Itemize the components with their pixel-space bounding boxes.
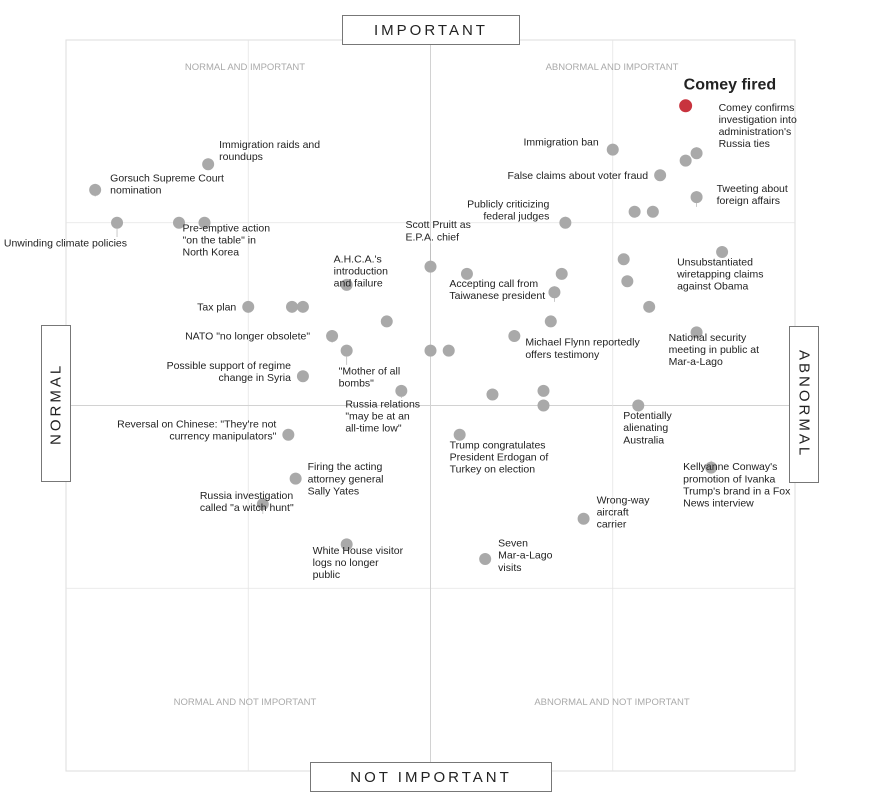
data-point	[442, 344, 455, 357]
data-point	[690, 191, 703, 204]
data-point	[621, 275, 634, 288]
point-label: Firing the acting attorney general Sally Y…	[308, 461, 384, 497]
data-point	[632, 399, 645, 412]
point-label: Wrong-way aircraft carrier	[597, 494, 651, 530]
point-label: White House visitor logs no longer public	[313, 545, 404, 581]
point-label: Reversal on Chinese: "They're not currenc…	[117, 418, 276, 442]
data-point	[508, 330, 521, 343]
point-label: Kellyanne Conway's promotion of Ivanka Tru…	[683, 461, 791, 509]
quadrant-label-bottom-left: NORMAL AND NOT IMPORTANT	[174, 697, 317, 708]
point-label: Potentially alienating Australia	[623, 410, 672, 446]
data-point	[326, 330, 339, 343]
point-label: Gorsuch Supreme Court nomination	[110, 172, 224, 196]
data-point	[716, 245, 729, 258]
point-label: Immigration ban	[523, 136, 598, 148]
data-point	[296, 300, 309, 313]
data-point	[544, 315, 557, 328]
point-label: Unwinding climate policies	[4, 237, 127, 249]
point-label: Tweeting about foreign affairs	[717, 183, 788, 207]
point-label: "Mother of all bombs"	[339, 365, 401, 389]
point-label: A.H.C.A.'s introduction and failure	[334, 253, 388, 289]
data-point	[202, 158, 215, 171]
data-point	[690, 147, 703, 160]
data-point	[424, 344, 437, 357]
point-label: Tax plan	[197, 301, 236, 313]
point-label: Seven Mar-a-Lago visits	[498, 538, 552, 574]
data-point	[256, 498, 269, 511]
data-point	[111, 216, 124, 229]
data-point	[340, 344, 353, 357]
data-point	[289, 472, 302, 485]
point-label: Trump congratulates President Erdogan of T…	[450, 439, 549, 475]
grid	[66, 40, 795, 771]
data-point	[460, 267, 473, 280]
data-point	[380, 315, 393, 328]
data-point	[690, 326, 703, 339]
data-point	[340, 278, 353, 291]
data-point	[643, 300, 656, 313]
data-labels: Comey fired Comey confirms investigation i…	[4, 76, 797, 581]
point-label: Possible support of regime change in Syri…	[167, 360, 291, 384]
data-point	[453, 428, 466, 441]
data-point	[340, 538, 353, 551]
point-label: Russia investigation called "a witch hunt…	[200, 490, 294, 514]
data-point	[242, 300, 255, 313]
axis-label-right: ABNORMAL	[789, 326, 819, 483]
point-label: Accepting call from Taiwanese president	[449, 278, 545, 302]
axis-label-top: IMPORTANT	[342, 15, 520, 45]
data-point	[537, 399, 550, 412]
data-point	[198, 216, 211, 229]
data-point	[628, 205, 641, 218]
data-point	[296, 370, 309, 383]
point-label: False claims about voter fraud	[507, 170, 648, 182]
data-points	[89, 99, 729, 566]
data-point	[479, 553, 492, 566]
data-point	[486, 388, 499, 401]
data-point	[548, 286, 561, 299]
point-label: Immigration raids and roundups	[219, 139, 320, 163]
highlight-label: Comey fired	[684, 76, 776, 93]
axis-label-bottom: NOT IMPORTANT	[310, 762, 552, 792]
data-point	[679, 154, 692, 167]
data-point	[172, 216, 185, 229]
data-point	[577, 512, 590, 525]
point-label: Publicly criticizing federal judges	[467, 198, 549, 222]
point-label: Unsubstantiated wiretapping claims against…	[676, 257, 763, 293]
data-point	[646, 205, 659, 218]
quadrant-label-top-right: ABNORMAL AND IMPORTANT	[546, 62, 679, 73]
data-point	[395, 384, 408, 397]
data-point	[654, 169, 667, 182]
data-point	[89, 183, 102, 196]
highlight-point	[679, 99, 693, 113]
point-label: Scott Pruitt as E.P.A. chief	[406, 219, 471, 243]
point-label: Comey confirms investigation into administ…	[719, 102, 797, 150]
data-point	[617, 253, 630, 266]
data-point	[555, 267, 568, 280]
point-label: National security meeting in public at Mar…	[669, 332, 760, 368]
data-point	[606, 143, 619, 156]
point-label: NATO "no longer obsolete"	[185, 331, 310, 343]
point-label: Russia relations "may be at an all-time lo…	[345, 398, 420, 434]
axis-label-left: NORMAL	[41, 325, 71, 482]
data-point	[285, 300, 298, 313]
data-point	[282, 428, 295, 441]
quadrant-label-top-left: NORMAL AND IMPORTANT	[185, 62, 305, 73]
quadrant-label-bottom-right: ABNORMAL AND NOT IMPORTANT	[534, 697, 690, 708]
point-label: Michael Flynn reportedly offers testimony	[525, 337, 640, 361]
data-point	[424, 260, 437, 273]
data-point	[537, 384, 550, 397]
point-label: Pre-emptive action "on the table" in North…	[183, 222, 271, 258]
data-point	[705, 461, 718, 474]
data-point	[559, 216, 572, 229]
